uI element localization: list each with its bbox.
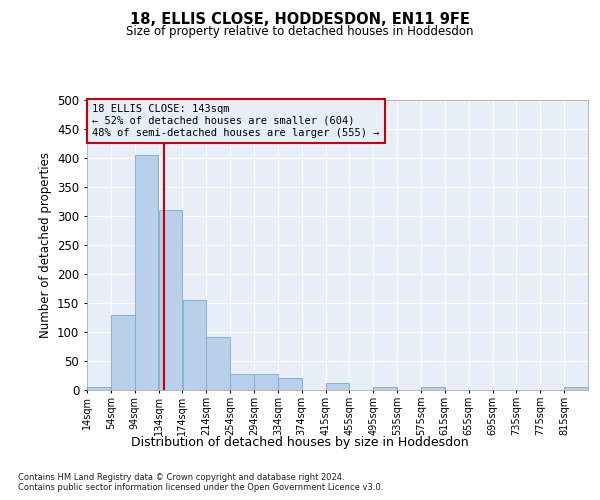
Text: 18 ELLIS CLOSE: 143sqm
← 52% of detached houses are smaller (604)
48% of semi-de: 18 ELLIS CLOSE: 143sqm ← 52% of detached… bbox=[92, 104, 380, 138]
Bar bbox=[111, 314, 134, 390]
Text: Size of property relative to detached houses in Hoddesdon: Size of property relative to detached ho… bbox=[126, 25, 474, 38]
Text: Contains HM Land Registry data © Crown copyright and database right 2024.: Contains HM Land Registry data © Crown c… bbox=[18, 472, 344, 482]
Bar bbox=[230, 374, 254, 390]
Bar bbox=[254, 374, 278, 390]
Bar bbox=[373, 387, 397, 390]
Bar bbox=[182, 300, 206, 390]
Bar bbox=[159, 210, 182, 390]
Text: 18, ELLIS CLOSE, HODDESDON, EN11 9FE: 18, ELLIS CLOSE, HODDESDON, EN11 9FE bbox=[130, 12, 470, 28]
Bar bbox=[564, 387, 588, 390]
Text: Contains public sector information licensed under the Open Government Licence v3: Contains public sector information licen… bbox=[18, 484, 383, 492]
Bar bbox=[206, 336, 230, 390]
Text: Distribution of detached houses by size in Hoddesdon: Distribution of detached houses by size … bbox=[131, 436, 469, 449]
Bar bbox=[135, 155, 158, 390]
Bar bbox=[278, 378, 302, 390]
Bar bbox=[87, 387, 111, 390]
Bar bbox=[326, 383, 349, 390]
Bar bbox=[421, 387, 445, 390]
Y-axis label: Number of detached properties: Number of detached properties bbox=[38, 152, 52, 338]
